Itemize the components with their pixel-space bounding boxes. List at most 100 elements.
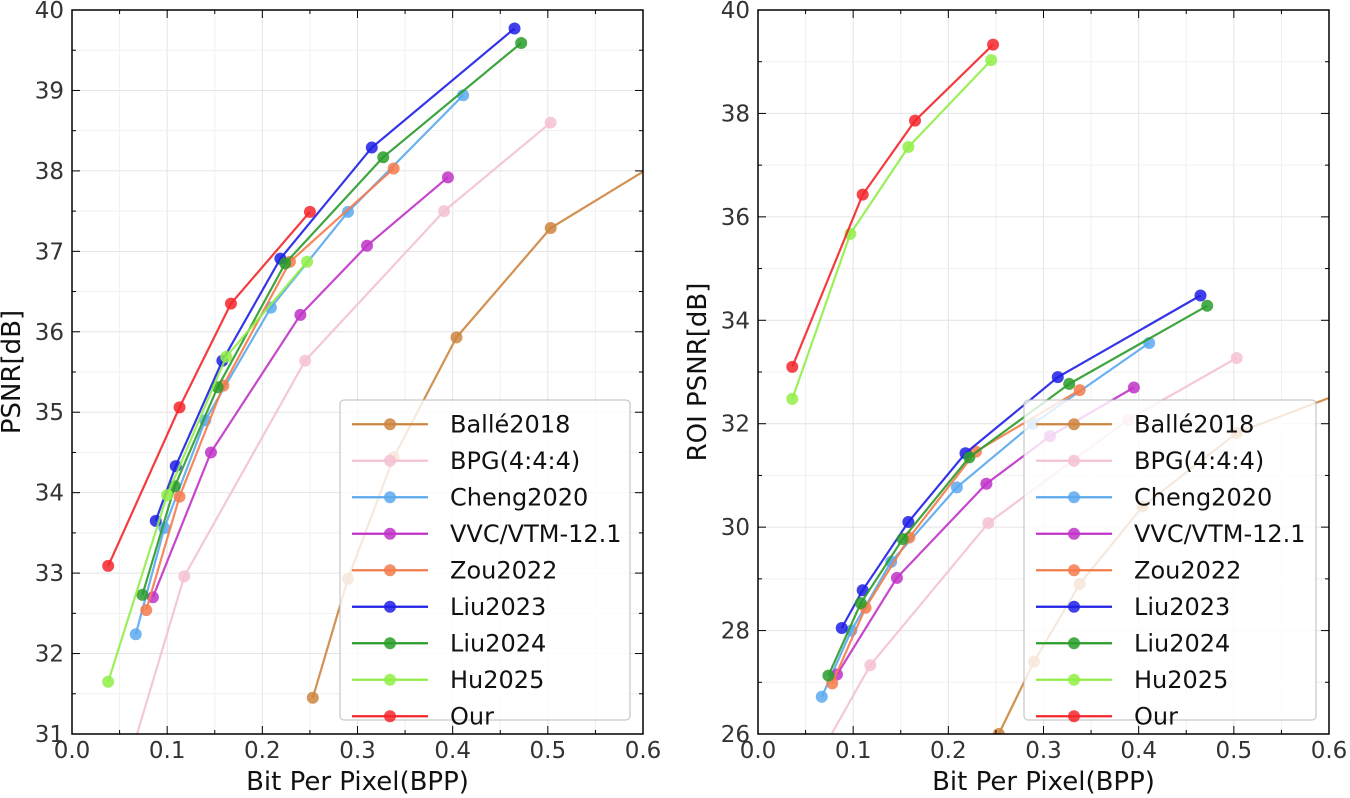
series-line-hu2025 (791, 59, 992, 400)
legend-marker (384, 600, 396, 613)
data-point-liu2023 (1194, 289, 1207, 302)
data-point-hu2025 (220, 350, 233, 363)
data-point-vvc-vtm-12-1 (441, 171, 454, 184)
legend-label: BPG(4:4:4) (450, 447, 580, 475)
legend-marker (1068, 637, 1080, 650)
legend-marker (384, 564, 396, 577)
legend-marker (384, 527, 396, 540)
data-point-liu2024 (896, 533, 909, 546)
data-point-hu2025 (102, 675, 115, 688)
data-point-liu2024 (279, 257, 292, 270)
data-point-liu2024 (822, 669, 835, 682)
legend-marker (384, 673, 396, 686)
y-tick-label: 28 (721, 619, 750, 645)
legend-label: Zou2022 (450, 556, 557, 584)
series-line-liu2024 (827, 304, 1208, 677)
data-point-cheng2020 (950, 481, 963, 494)
legend-label: Ballé2018 (1134, 410, 1254, 438)
chart-panel-2: 0.0 0.1 0.2 0.3 0.4 0.5 0.6 26 28 30 32 34 36 38 40 Bit… (683, 0, 1347, 797)
data-point-cheng2020 (129, 628, 142, 641)
legend-label: VVC/VTM-12.1 (450, 520, 622, 548)
data-point-zou2022 (387, 162, 400, 175)
x-tick-label: 0.2 (930, 738, 967, 764)
legend-marker (1068, 600, 1080, 613)
data-point-liu2023 (835, 621, 848, 634)
y-tick-label: 26 (721, 722, 750, 748)
data-point-bpg-4-4-4- (544, 116, 557, 129)
data-point-our (909, 114, 922, 127)
data-point-liu2024 (515, 36, 528, 49)
data-point-zou2022 (1073, 384, 1086, 397)
series-line-hu2025 (107, 261, 308, 683)
series-group (102, 22, 643, 734)
y-tick-label: 36 (35, 320, 64, 346)
legend-marker (384, 491, 396, 504)
data-point-liu2024 (1063, 377, 1076, 390)
legend-marker (1068, 673, 1080, 686)
legend-marker (1068, 418, 1080, 431)
legend-marker (1068, 454, 1080, 467)
legend-label: Liu2023 (450, 593, 546, 621)
legend-marker (1068, 527, 1080, 540)
series-line-liu2023 (840, 294, 1202, 629)
y-axis-label: ROI PSNR[dB] (683, 283, 713, 462)
data-point-hu2025 (161, 489, 174, 502)
data-point-hu2025 (786, 392, 799, 405)
data-point-liu2024 (377, 151, 390, 164)
legend-label: Liu2024 (1134, 629, 1230, 657)
data-point-hu2025 (902, 141, 915, 154)
legend-marker (384, 454, 396, 467)
x-tick-label: 0.4 (434, 738, 471, 764)
data-point-vvc-vtm-12-1 (294, 308, 307, 321)
legend-box (1023, 399, 1317, 721)
y-tick-label: 35 (35, 400, 64, 426)
x-axis-label: Bit Per Pixel(BPP) (932, 767, 1155, 797)
legend-label: VVC/VTM-12.1 (1134, 520, 1306, 548)
x-tick-label: 0.4 (1120, 738, 1157, 764)
x-tick-label: 0.3 (1025, 738, 1062, 764)
legend-label: Cheng2020 (1134, 483, 1272, 511)
legend-marker (384, 710, 396, 723)
data-point-zou2022 (173, 490, 186, 503)
data-point-bpg-4-4-4- (982, 517, 995, 530)
data-point-our (856, 188, 869, 201)
series-line-our (791, 43, 994, 368)
chart-panel-1: 0.0 0.1 0.2 0.3 0.4 0.5 0.6 31 32 33 34 35 36 37 38 39 4… (0, 0, 662, 797)
y-tick-label: 36 (721, 205, 750, 231)
data-point-bpg-4-4-4- (178, 570, 191, 583)
series-line-liu2023 (154, 27, 516, 522)
x-tick-label: 0.2 (244, 738, 281, 764)
data-point-liu2024 (136, 588, 149, 601)
x-tick-label: 0.5 (530, 738, 567, 764)
legend: Ballé2018 BPG(4:4:4) Cheng2020 VVC/VTM-12.1… (1023, 399, 1317, 730)
legend-label: Liu2024 (450, 629, 546, 657)
data-point-ball-2018 (450, 331, 463, 344)
x-tick-label: 0.1 (835, 738, 872, 764)
data-point-cheng2020 (885, 555, 898, 568)
y-tick-label: 37 (35, 239, 64, 265)
x-tick-label: 0.0 (54, 738, 91, 764)
data-point-vvc-vtm-12-1 (1127, 381, 1140, 394)
legend-label: BPG(4:4:4) (1134, 447, 1264, 475)
ticks: 0.0 0.1 0.2 0.3 0.4 0.5 0.6 31 32 33 34 35 36 37 38 39 4… (35, 0, 662, 764)
legend-box (339, 399, 631, 721)
y-tick-label: 40 (35, 0, 64, 24)
data-point-liu2024 (963, 451, 976, 464)
data-point-liu2023 (365, 141, 378, 154)
data-point-our (224, 297, 237, 310)
y-axis-label: PSNR[dB] (0, 310, 27, 434)
legend-label: Zou2022 (1134, 556, 1241, 584)
y-tick-label: 40 (721, 0, 750, 24)
series-line-our (107, 211, 311, 567)
y-tick-label: 34 (721, 308, 750, 334)
x-axis-label: Bit Per Pixel(BPP) (246, 767, 469, 797)
data-point-vvc-vtm-12-1 (980, 477, 993, 490)
x-tick-label: 0.5 (1216, 738, 1253, 764)
legend-marker (1068, 491, 1080, 504)
y-tick-label: 38 (35, 159, 64, 185)
data-point-zou2022 (140, 604, 153, 617)
data-point-liu2024 (854, 597, 867, 610)
data-point-vvc-vtm-12-1 (361, 239, 374, 252)
y-tick-label: 31 (35, 722, 64, 748)
